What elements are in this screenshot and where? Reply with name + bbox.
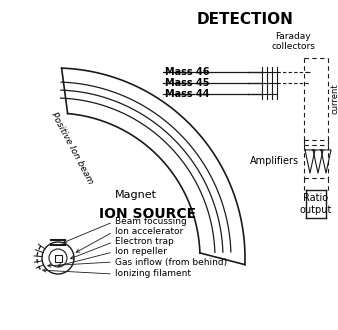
Text: Magnet: Magnet <box>115 190 157 200</box>
Text: Amplifiers: Amplifiers <box>250 156 299 167</box>
Text: Positive Ion beam: Positive Ion beam <box>49 111 95 185</box>
Text: Ratio
output: Ratio output <box>300 193 332 215</box>
Text: Mass 46: Mass 46 <box>165 67 210 77</box>
Text: ION SOURCE: ION SOURCE <box>99 207 197 221</box>
Text: Ionizing filament: Ionizing filament <box>115 270 191 279</box>
Text: Ion accelerator: Ion accelerator <box>115 227 183 237</box>
Text: Faraday
collectors: Faraday collectors <box>271 32 315 51</box>
Text: Ion repeller: Ion repeller <box>115 248 167 256</box>
Text: Mass 44: Mass 44 <box>165 89 210 99</box>
Text: Electron trap: Electron trap <box>115 238 174 247</box>
Text: Mass 45: Mass 45 <box>165 78 210 88</box>
Bar <box>54 254 62 261</box>
Text: current: current <box>330 84 338 114</box>
Text: Gas inflow (from behind): Gas inflow (from behind) <box>115 257 227 267</box>
Text: DETECTION: DETECTION <box>197 12 293 27</box>
Text: Beam focussing: Beam focussing <box>115 217 187 226</box>
